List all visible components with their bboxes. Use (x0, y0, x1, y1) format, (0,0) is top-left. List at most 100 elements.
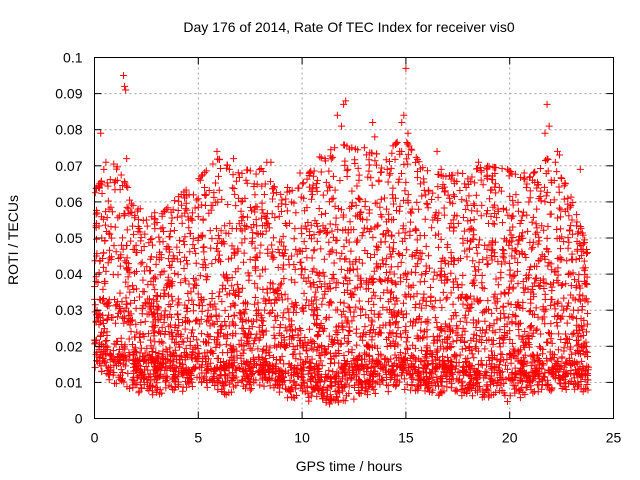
data-point (532, 220, 540, 228)
data-point (434, 183, 442, 191)
data-point (412, 262, 420, 270)
data-point (228, 318, 236, 326)
data-point (484, 297, 492, 305)
data-point (491, 169, 499, 177)
data-point (501, 361, 509, 369)
data-point (160, 318, 168, 326)
data-point (408, 205, 416, 213)
y-tick-label: 0.03 (55, 302, 82, 318)
data-point (356, 283, 364, 291)
data-point (386, 169, 394, 177)
data-point (223, 349, 231, 357)
data-point (573, 315, 581, 323)
data-point (433, 345, 441, 353)
data-point (101, 237, 109, 245)
data-point (525, 373, 533, 381)
data-point (409, 341, 417, 349)
data-point (402, 338, 410, 346)
data-point (301, 222, 309, 230)
data-point (439, 338, 447, 346)
data-point (388, 371, 396, 379)
data-point (401, 229, 409, 237)
data-point (184, 352, 192, 360)
data-point (557, 282, 565, 290)
data-point (412, 301, 420, 309)
data-point (425, 374, 433, 382)
data-point (562, 385, 570, 393)
data-point (181, 301, 189, 309)
data-point (304, 353, 312, 361)
data-point (294, 184, 302, 192)
data-point (465, 192, 473, 200)
data-point (505, 283, 513, 291)
data-point (106, 351, 114, 359)
data-point (322, 224, 330, 232)
data-point (429, 216, 437, 224)
data-point (201, 183, 209, 191)
data-point (271, 214, 279, 222)
data-point (253, 284, 261, 292)
data-point (195, 350, 203, 358)
data-point (579, 347, 587, 355)
data-point (437, 388, 445, 396)
data-point (570, 374, 578, 382)
data-point (422, 262, 430, 270)
data-point (513, 303, 521, 311)
data-point (194, 349, 202, 357)
data-point (340, 352, 348, 360)
data-point (123, 203, 131, 211)
data-point (325, 299, 333, 307)
data-point (194, 290, 202, 298)
data-point (382, 370, 390, 378)
data-point (99, 357, 107, 365)
data-point (529, 176, 537, 184)
data-point (511, 347, 519, 355)
data-point (117, 171, 125, 179)
data-point (154, 293, 162, 301)
data-point (313, 332, 321, 340)
data-point (325, 167, 333, 175)
data-point (202, 272, 210, 280)
data-point (150, 323, 158, 331)
data-point (459, 363, 467, 371)
data-point (187, 329, 195, 337)
data-point (128, 376, 136, 384)
data-point (536, 282, 544, 290)
data-point (192, 355, 200, 363)
data-point (188, 216, 196, 224)
data-point (193, 196, 201, 204)
data-point (142, 300, 150, 308)
data-point (210, 336, 218, 344)
data-point (419, 364, 427, 372)
data-point (531, 168, 539, 176)
data-point (181, 275, 189, 283)
data-point (208, 260, 216, 268)
data-point (383, 165, 391, 173)
data-point (429, 332, 437, 340)
data-point (444, 191, 452, 199)
data-point (286, 187, 294, 195)
data-point (540, 226, 548, 234)
data-point (523, 211, 531, 219)
data-point (347, 247, 355, 255)
data-point (519, 208, 527, 216)
data-point (395, 229, 403, 237)
data-point (196, 272, 204, 280)
data-point (513, 301, 521, 309)
data-point (385, 171, 393, 179)
data-point (145, 310, 153, 318)
data-point (131, 333, 139, 341)
data-point (248, 346, 256, 354)
data-point (344, 303, 352, 311)
data-point (367, 174, 375, 182)
data-point (239, 213, 247, 221)
data-point (303, 225, 311, 233)
data-point (162, 384, 170, 392)
data-point (229, 299, 237, 307)
data-point (244, 316, 252, 324)
data-point (414, 167, 422, 175)
data-point (197, 297, 205, 305)
data-point (380, 194, 388, 202)
data-point (339, 213, 347, 221)
data-point (323, 393, 331, 401)
